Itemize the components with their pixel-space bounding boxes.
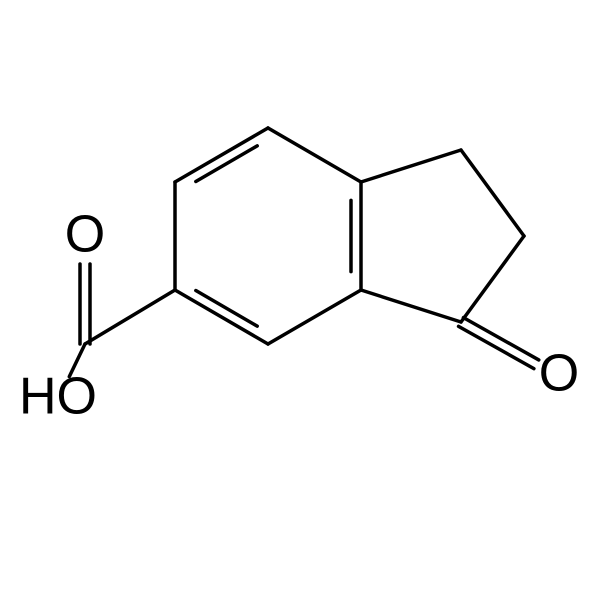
- atom-label: HO: [19, 368, 97, 426]
- chemical-structure-diagram: O O HO: [0, 0, 600, 600]
- molecule-svg: O O HO: [0, 0, 600, 600]
- atom-label: O: [65, 206, 105, 264]
- atom-label: O: [539, 345, 579, 403]
